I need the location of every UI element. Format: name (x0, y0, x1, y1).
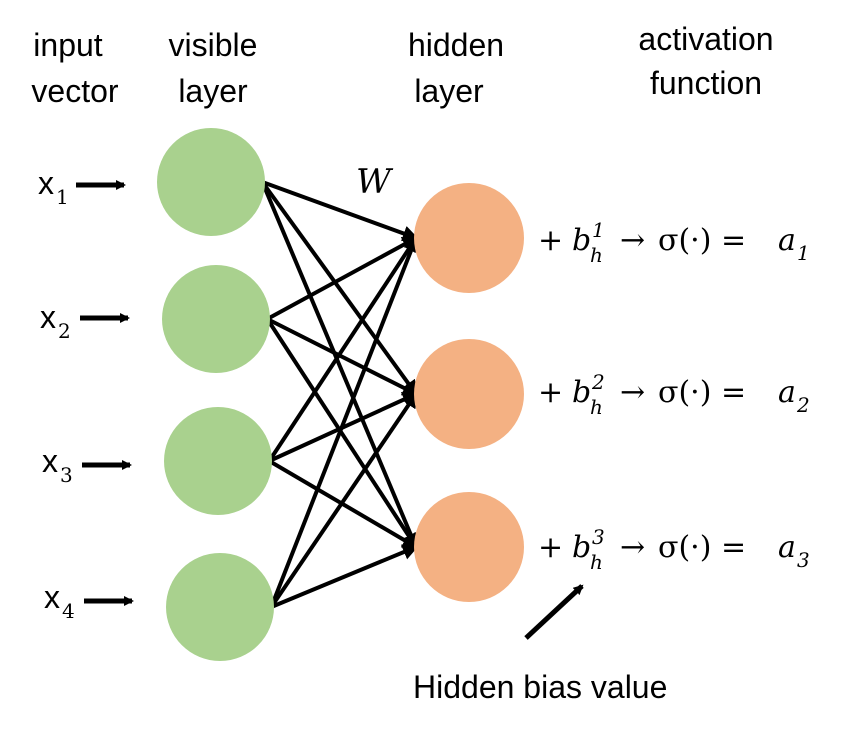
eq2-out-sub: 2 (796, 393, 810, 417)
eq2-sigma: σ(·) = (658, 375, 746, 410)
eq2-bias-sup: 2 (591, 370, 605, 394)
eq3-bias-base: b (572, 530, 591, 565)
eq3-bias-sup: 3 (592, 525, 605, 549)
header-input-line1: input (33, 27, 103, 63)
hidden-equation-1: + b 1 h → σ(·) = a 1 (538, 218, 810, 267)
hidden-equation-3: + b 3 h → σ(·) = a 3 (538, 525, 810, 574)
weight-edge-v1-h3 (260, 181, 419, 550)
input-x1-base: x (38, 165, 54, 201)
input-x1-sub: 1 (56, 185, 69, 209)
weight-edge-v4-h3 (270, 544, 419, 609)
input-x3-base: x (42, 443, 58, 479)
header-input-line2: vector (31, 73, 118, 109)
weight-edge-v1-h1 (261, 180, 419, 242)
input-x2: x 2 (40, 299, 130, 343)
header-hidden-line2: layer (414, 73, 484, 109)
input-vector: x 1 x 2 x 3 x 4 (38, 165, 134, 623)
header-visible-line1: visible (169, 27, 258, 63)
visible-node-4 (166, 553, 274, 661)
weight-edge-v3-h1 (267, 235, 418, 463)
eq1-arrow: → (620, 223, 645, 258)
weight-label: W (356, 162, 394, 202)
eq1-out-sub: 1 (797, 241, 810, 265)
bias-pointer-arrow (524, 584, 584, 640)
input-x3: x 3 (42, 443, 132, 487)
eq1-plus: + (538, 223, 563, 258)
input-x2-sub: 2 (58, 319, 71, 343)
visible-node-3 (164, 407, 272, 515)
eq1-bias-base: b (572, 223, 591, 258)
eq3-sigma: σ(·) = (658, 530, 746, 565)
visible-layer-nodes (157, 128, 274, 661)
input-x4-base: x (44, 579, 60, 615)
eq2-bias-base: b (572, 375, 591, 410)
input-x1: x 1 (38, 165, 126, 209)
eq3-out-base: a (778, 530, 796, 565)
input-x4: x 4 (44, 579, 134, 623)
visible-node-1 (157, 128, 265, 236)
header-hidden-line1: hidden (408, 27, 504, 63)
eq3-arrow: → (620, 530, 645, 565)
header-visible-line2: layer (178, 73, 248, 109)
weight-connections (260, 180, 419, 609)
header-activation-function: activation function (638, 21, 773, 101)
weight-edge-v2-h1 (266, 236, 419, 321)
weight-edge-v4-h2 (269, 391, 418, 609)
eq2-bias-sub: h (590, 395, 603, 419)
eq3-out-sub: 3 (797, 548, 810, 572)
hidden-equation-2: + b 2 h → σ(·) = a 2 (538, 370, 810, 419)
eq1-sigma: σ(·) = (658, 223, 746, 258)
header-activation-line1: activation (638, 21, 773, 57)
eq2-arrow: → (620, 375, 645, 410)
eq3-plus: + (538, 530, 563, 565)
header-hidden-layer: hidden layer (408, 27, 504, 109)
bias-caption: Hidden bias value (413, 669, 667, 705)
input-x4-sub: 4 (62, 599, 75, 623)
weight-edge-v1-h2 (260, 180, 418, 397)
weight-edge-v2-h2 (266, 317, 419, 396)
hidden-layer-nodes (414, 183, 524, 602)
eq2-out-base: a (778, 375, 796, 410)
header-input-vector: input vector (31, 27, 118, 109)
header-activation-line2: function (650, 65, 762, 101)
hidden-node-3 (414, 492, 524, 602)
input-x3-sub: 3 (60, 463, 73, 487)
hidden-node-2 (414, 339, 524, 449)
eq1-bias-sup: 1 (592, 218, 605, 242)
eq2-plus: + (538, 375, 563, 410)
eq1-out-base: a (778, 223, 796, 258)
weight-edge-v4-h1 (269, 235, 419, 608)
input-x2-base: x (40, 299, 56, 335)
eq3-bias-sub: h (590, 550, 603, 574)
visible-node-2 (162, 265, 270, 373)
header-visible-layer: visible layer (169, 27, 258, 109)
hidden-node-1 (414, 183, 524, 293)
eq1-bias-sub: h (590, 243, 603, 267)
